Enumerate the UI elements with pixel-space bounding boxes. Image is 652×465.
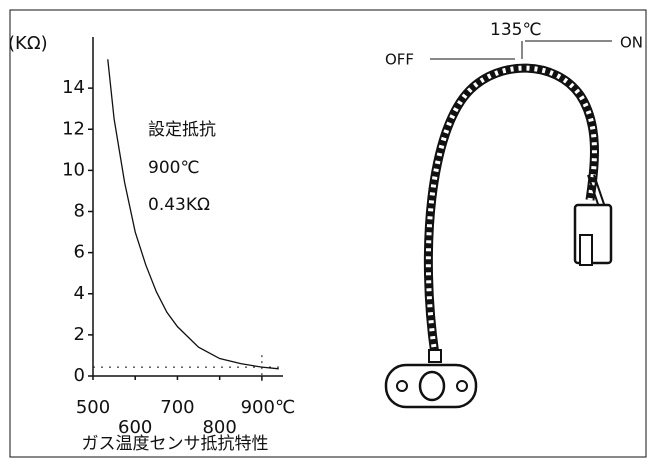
annotation: 0.43KΩ: [148, 195, 210, 215]
temperature-label: 135℃: [490, 20, 542, 40]
y-tick-label: 8: [74, 201, 85, 222]
curve: [107, 59, 279, 370]
annotation: 900℃: [148, 158, 200, 178]
x-tick-label: 600: [118, 417, 152, 438]
y-tick-label: 4: [74, 283, 85, 304]
frame: [9, 9, 647, 458]
x-tick-label: 700: [160, 397, 194, 418]
annotation: 設定抵抗: [148, 120, 216, 140]
chart-title: ガス温度センサ抵抗特性: [82, 434, 269, 454]
x-tick-label: 900℃: [241, 397, 296, 418]
x-tick-label: 800: [202, 417, 236, 438]
y-tick-label: 0: [74, 365, 85, 386]
x-tick-label: 500: [76, 397, 110, 418]
y-tick-label: 12: [62, 118, 85, 139]
y-tick-label: 10: [62, 159, 85, 180]
y-axis-label: (KΩ): [8, 33, 48, 54]
on-label: ON: [620, 34, 643, 52]
off-label: OFF: [385, 51, 414, 69]
y-tick-label: 14: [62, 77, 85, 98]
y-tick-label: 2: [74, 324, 85, 345]
y-tick-label: 6: [74, 242, 85, 263]
sensor-drawing: [384, 40, 613, 409]
